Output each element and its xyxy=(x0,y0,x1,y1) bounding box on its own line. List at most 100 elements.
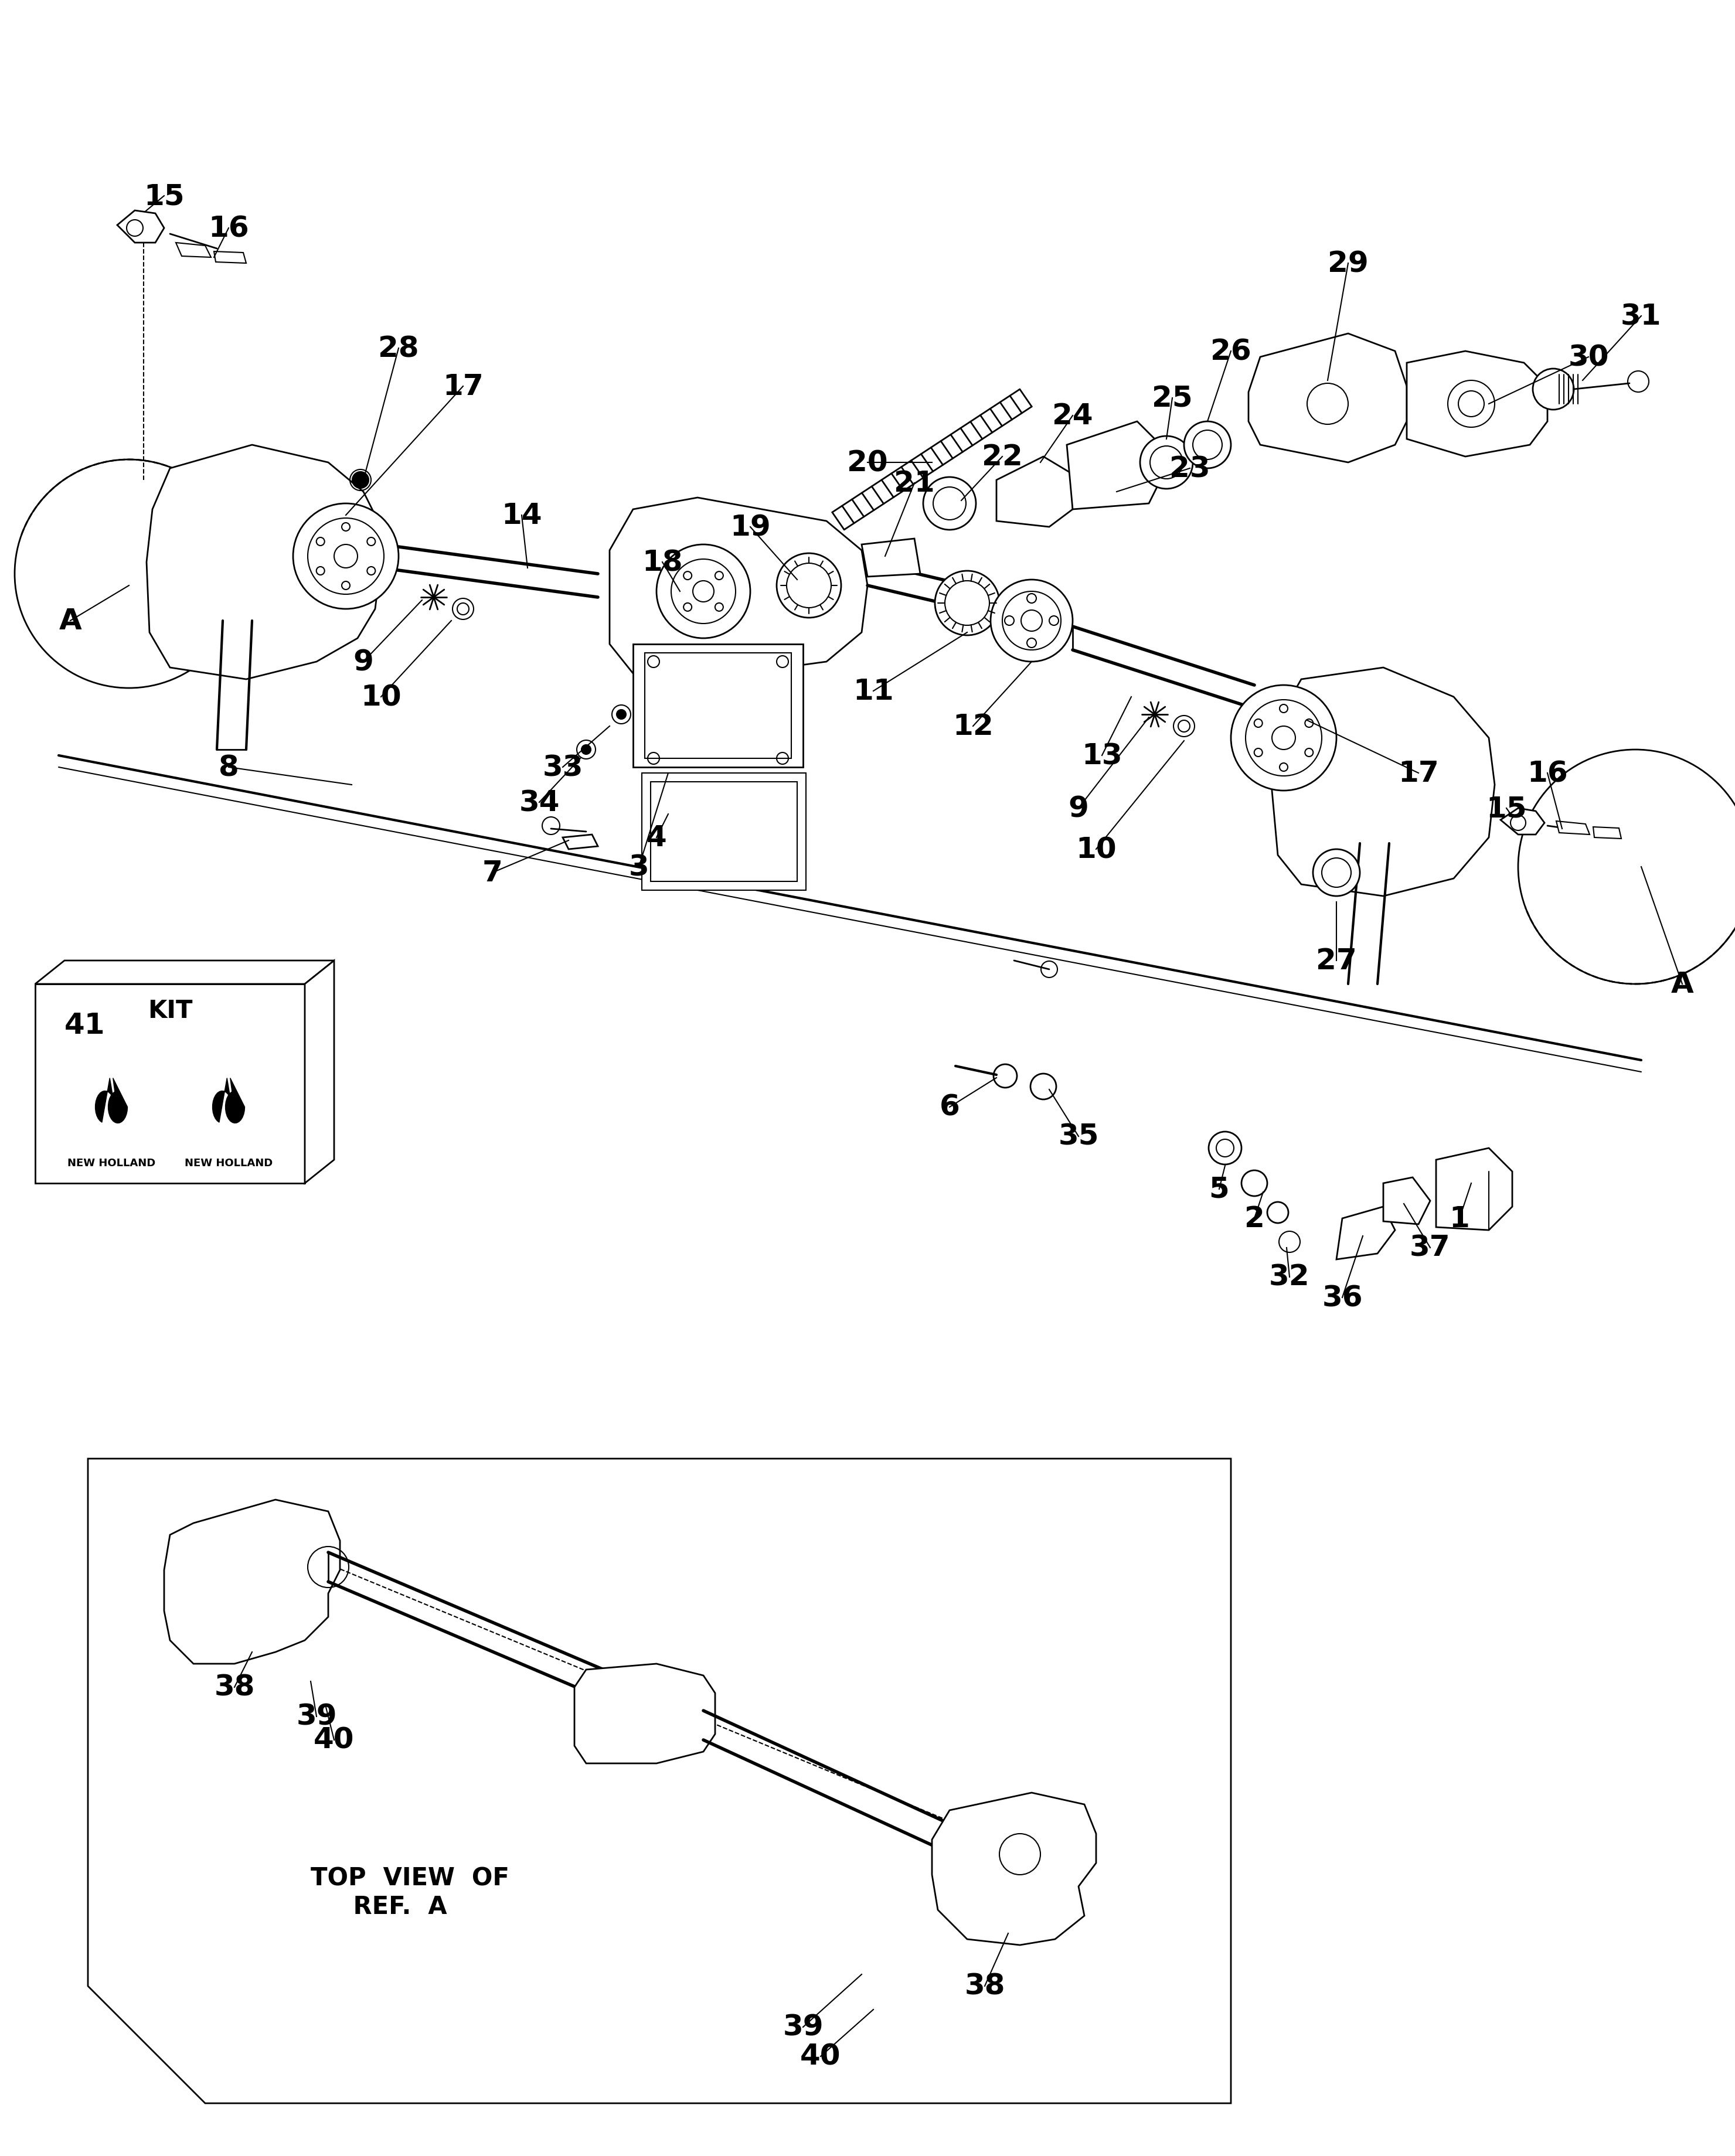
Text: 26: 26 xyxy=(1211,338,1251,367)
Circle shape xyxy=(923,476,975,530)
Text: 22: 22 xyxy=(982,442,1022,470)
Polygon shape xyxy=(213,252,246,263)
Polygon shape xyxy=(305,962,335,1184)
Circle shape xyxy=(352,472,370,489)
Text: 36: 36 xyxy=(1322,1283,1362,1311)
Text: KIT: KIT xyxy=(147,998,193,1022)
Circle shape xyxy=(293,505,399,610)
Text: 17: 17 xyxy=(1398,759,1438,787)
Text: 6: 6 xyxy=(939,1093,959,1121)
Text: 9: 9 xyxy=(354,649,373,677)
Circle shape xyxy=(935,571,999,636)
Text: 39: 39 xyxy=(782,2014,824,2042)
Circle shape xyxy=(1267,1203,1289,1222)
Text: 11: 11 xyxy=(854,677,894,705)
Text: 8: 8 xyxy=(219,752,239,783)
Text: 12: 12 xyxy=(953,711,994,740)
Text: TOP  VIEW  OF
     REF.  A: TOP VIEW OF REF. A xyxy=(311,1865,510,1919)
Text: 41: 41 xyxy=(64,1011,106,1039)
Polygon shape xyxy=(226,1078,245,1123)
Polygon shape xyxy=(118,211,165,244)
Text: 10: 10 xyxy=(361,683,401,711)
Polygon shape xyxy=(88,1460,1230,2104)
Text: 32: 32 xyxy=(1268,1263,1310,1291)
Text: 9: 9 xyxy=(1069,793,1090,824)
Text: 15: 15 xyxy=(144,183,184,211)
Circle shape xyxy=(1183,423,1230,468)
Text: 18: 18 xyxy=(642,548,684,576)
Polygon shape xyxy=(1383,1177,1430,1225)
Text: 20: 20 xyxy=(847,448,888,476)
Polygon shape xyxy=(108,1078,127,1123)
Text: 24: 24 xyxy=(1051,401,1093,429)
Polygon shape xyxy=(1272,668,1494,897)
Text: 35: 35 xyxy=(1058,1123,1098,1151)
Bar xyxy=(642,774,807,890)
Text: A: A xyxy=(59,608,82,636)
Text: 2: 2 xyxy=(1244,1205,1265,1233)
Polygon shape xyxy=(574,1664,715,1764)
Circle shape xyxy=(1031,1074,1057,1100)
Text: 5: 5 xyxy=(1209,1175,1230,1203)
Polygon shape xyxy=(146,446,382,679)
Circle shape xyxy=(1230,686,1336,791)
Circle shape xyxy=(1313,849,1360,897)
Text: NEW HOLLAND: NEW HOLLAND xyxy=(68,1158,156,1169)
Polygon shape xyxy=(996,457,1072,528)
Text: 21: 21 xyxy=(894,470,935,498)
Polygon shape xyxy=(95,1078,115,1123)
Circle shape xyxy=(991,580,1072,662)
Polygon shape xyxy=(165,1501,340,1664)
Circle shape xyxy=(1140,436,1194,489)
Bar xyxy=(645,653,791,759)
Text: 27: 27 xyxy=(1315,946,1357,975)
Text: 30: 30 xyxy=(1568,343,1608,371)
Text: 19: 19 xyxy=(730,513,770,541)
Polygon shape xyxy=(175,244,212,259)
Circle shape xyxy=(1209,1132,1242,1164)
Text: 28: 28 xyxy=(378,334,418,362)
Circle shape xyxy=(616,709,626,720)
Text: 16: 16 xyxy=(208,213,250,244)
Polygon shape xyxy=(212,1078,232,1123)
Text: 33: 33 xyxy=(543,752,583,783)
Text: 16: 16 xyxy=(1527,759,1568,787)
Text: 31: 31 xyxy=(1620,302,1662,330)
Circle shape xyxy=(1242,1171,1267,1197)
Polygon shape xyxy=(562,834,599,849)
Text: 34: 34 xyxy=(519,789,560,817)
Text: 38: 38 xyxy=(965,1973,1005,2001)
Text: 14: 14 xyxy=(501,502,541,530)
Text: NEW HOLLAND: NEW HOLLAND xyxy=(184,1158,272,1169)
Text: 23: 23 xyxy=(1169,455,1211,483)
Circle shape xyxy=(1532,369,1574,410)
Text: 17: 17 xyxy=(442,373,484,401)
Text: 25: 25 xyxy=(1152,384,1192,412)
Polygon shape xyxy=(35,962,335,985)
Text: 13: 13 xyxy=(1081,742,1123,770)
Text: 29: 29 xyxy=(1327,250,1369,278)
Text: 40: 40 xyxy=(800,2042,841,2070)
Text: A: A xyxy=(1671,970,1693,998)
Text: 3: 3 xyxy=(628,854,649,882)
Text: 7: 7 xyxy=(482,858,503,886)
Polygon shape xyxy=(1336,1207,1395,1259)
Text: 1: 1 xyxy=(1449,1205,1470,1233)
Circle shape xyxy=(656,545,750,638)
Polygon shape xyxy=(1067,423,1161,509)
Polygon shape xyxy=(1437,1149,1513,1231)
Circle shape xyxy=(777,554,841,619)
Polygon shape xyxy=(1407,351,1548,457)
Bar xyxy=(651,783,796,882)
Text: 40: 40 xyxy=(314,1727,354,1755)
Polygon shape xyxy=(1556,821,1589,834)
Text: 38: 38 xyxy=(213,1673,255,1701)
Bar xyxy=(633,645,803,768)
Text: 37: 37 xyxy=(1411,1233,1450,1261)
Text: 15: 15 xyxy=(1485,793,1527,824)
Polygon shape xyxy=(1501,808,1544,834)
Circle shape xyxy=(581,746,592,755)
Polygon shape xyxy=(1593,828,1620,839)
Text: 4: 4 xyxy=(647,824,666,852)
Polygon shape xyxy=(1249,334,1407,464)
